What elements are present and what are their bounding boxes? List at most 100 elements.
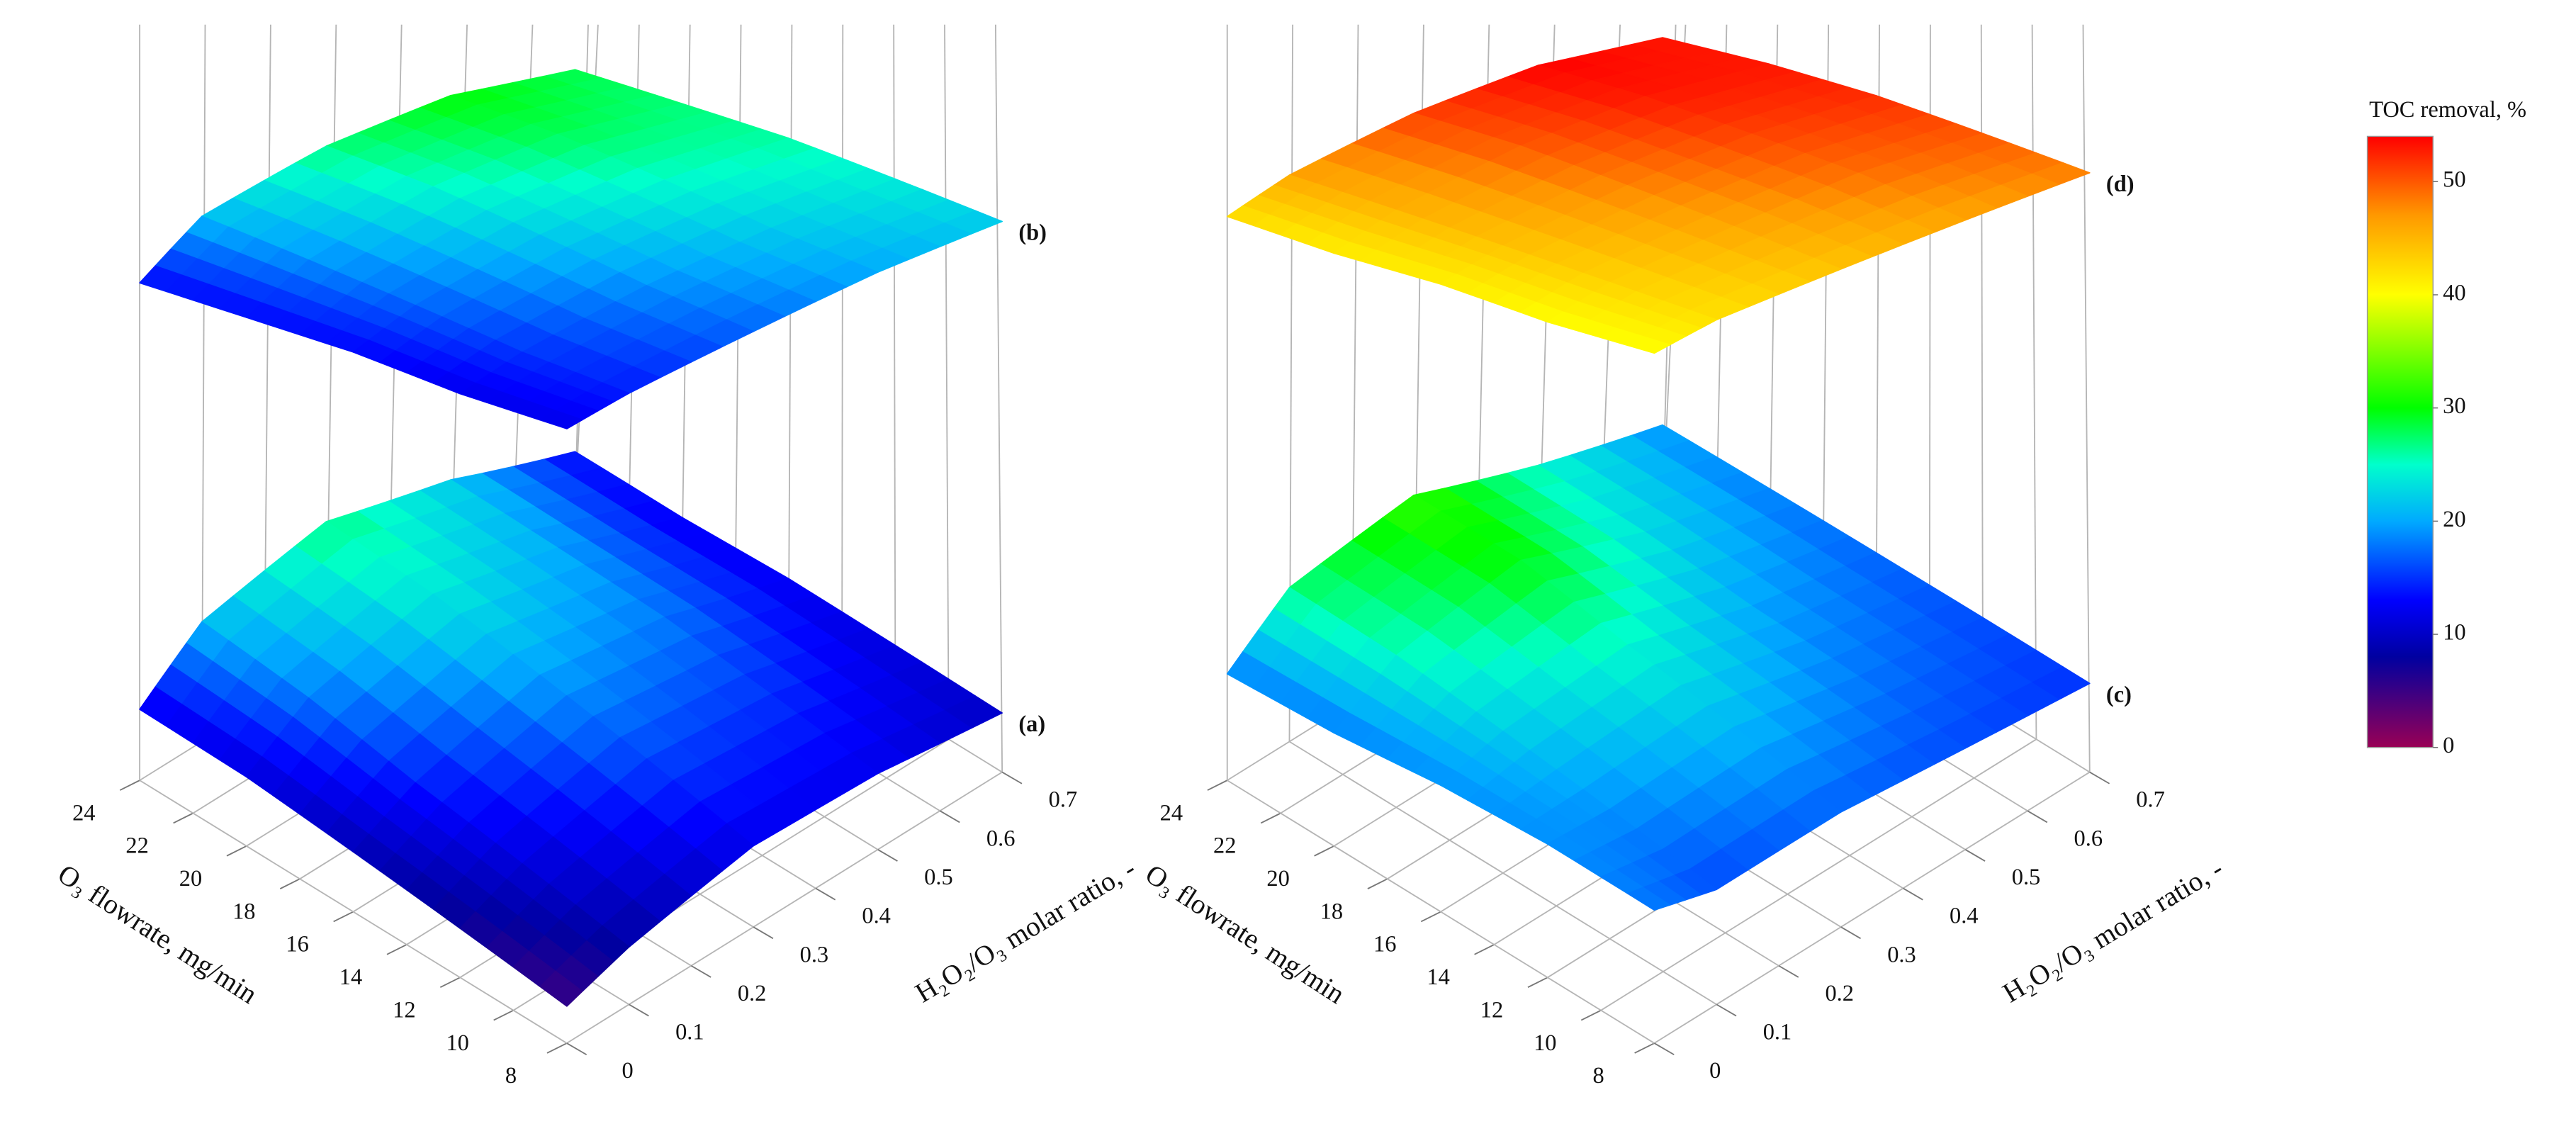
surface-label: (c) — [2106, 682, 2132, 707]
x-tick-label: 16 — [1373, 932, 1396, 957]
y-tick-label: 0.2 — [1825, 981, 1854, 1006]
tick-mark — [1420, 911, 1441, 923]
x-tick-label: 12 — [393, 997, 415, 1023]
wall-grid-line — [944, 24, 950, 740]
floor-grid-line — [1289, 741, 1717, 1006]
x-tick-label: 24 — [72, 800, 95, 826]
y-tick-label: 0.5 — [2012, 865, 2041, 890]
tick-mark — [333, 911, 354, 923]
y-tick-label: 0 — [621, 1058, 633, 1084]
tick-mark — [1001, 771, 1023, 784]
colorbar-tick-label: 30 — [2443, 393, 2465, 419]
tick-mark — [119, 780, 140, 791]
wall-grid-line — [893, 24, 896, 707]
y-tick-label: 0.1 — [1763, 1020, 1792, 1045]
colorbar-tick-label: 20 — [2443, 507, 2465, 532]
tick-mark — [493, 1009, 514, 1021]
x-tick-label: 10 — [446, 1030, 468, 1056]
x-tick-label: 22 — [1213, 833, 1236, 859]
y-tick-label: 0.2 — [738, 981, 767, 1006]
floor-grid-line — [1653, 771, 2091, 1044]
wall-grid-line — [787, 24, 793, 641]
floor-grid-line — [1227, 780, 1655, 1044]
tick-mark — [1778, 965, 1799, 978]
x-tick-label: 20 — [179, 866, 202, 892]
surface-patch — [1626, 336, 1671, 354]
tick-mark — [939, 810, 960, 823]
tick-mark — [1903, 887, 1923, 901]
x-tick-label: 10 — [1534, 1030, 1556, 1056]
surface — [139, 69, 1003, 429]
y-tick-label: 0.7 — [2136, 787, 2165, 813]
tick-mark — [1207, 780, 1228, 791]
tick-mark — [1314, 845, 1334, 857]
y-tick-label: 0.6 — [986, 826, 1016, 851]
x-axis-title: O₃ flowrate, mg/min — [1140, 858, 1351, 1010]
y-tick-label: 0.3 — [1887, 942, 1916, 967]
colorbar — [2366, 135, 2434, 748]
tick-mark — [877, 849, 898, 862]
x-tick-label: 18 — [232, 899, 255, 924]
wall-grid-line — [2082, 24, 2091, 772]
wall-grid-line — [994, 24, 1003, 772]
surface-label: (a) — [1018, 712, 1045, 737]
tick-mark — [2027, 810, 2048, 823]
tick-mark — [1716, 1003, 1737, 1017]
y-tick-label: 0.3 — [800, 942, 829, 967]
colorbar-tick-label: 40 — [2443, 280, 2465, 305]
tick-mark — [1580, 1009, 1602, 1021]
tick-mark — [1527, 977, 1548, 989]
surface — [1226, 37, 2091, 354]
x-tick-label: 16 — [286, 932, 308, 957]
colorbar-tick-label: 0 — [2443, 733, 2454, 758]
tick-mark — [226, 845, 247, 857]
floor-grid-line — [1600, 738, 2037, 1011]
surface-label: (d) — [2106, 171, 2135, 197]
tick-mark — [1634, 1042, 1655, 1054]
x-tick-label: 24 — [1160, 800, 1183, 826]
x-tick-label: 14 — [1427, 965, 1449, 990]
surface-label: (b) — [1018, 220, 1047, 245]
y-tick-label: 0.4 — [1950, 904, 1979, 929]
tick-mark — [690, 965, 712, 978]
tick-mark — [1964, 849, 1986, 862]
wall-grid-line — [841, 24, 844, 674]
x-tick-label: 8 — [1593, 1063, 1604, 1089]
x-axis-title: O₃ flowrate, mg/min — [52, 858, 263, 1010]
x-tick-label: 8 — [505, 1063, 517, 1089]
colorbar-tick-label: 10 — [2443, 620, 2465, 646]
x-tick-label: 18 — [1320, 899, 1343, 924]
y-tick-label: 0.7 — [1049, 787, 1078, 813]
tick-mark — [1653, 1042, 1675, 1056]
floor-grid-line — [139, 780, 568, 1044]
x-tick-label: 12 — [1480, 997, 1503, 1023]
y-tick-label: 0 — [1709, 1058, 1721, 1084]
x-tick-label: 14 — [339, 965, 362, 990]
x-tick-label: 20 — [1266, 866, 1289, 892]
tick-mark — [279, 878, 300, 889]
tick-mark — [546, 1042, 568, 1054]
surface-patch — [1626, 887, 1671, 911]
tick-mark — [753, 926, 774, 940]
tick-mark — [1260, 812, 1281, 824]
y-tick-label: 0.1 — [675, 1020, 704, 1045]
wall-grid-line — [2031, 24, 2037, 740]
y-tick-label: 0.6 — [2074, 826, 2103, 851]
tick-mark — [2089, 771, 2110, 784]
tick-mark — [566, 1042, 587, 1056]
colorbar-title: TOC removal, % — [2369, 97, 2526, 123]
tick-mark — [439, 977, 461, 989]
tick-mark — [629, 1003, 649, 1017]
surface — [1226, 424, 2091, 911]
surface-patch — [539, 410, 583, 429]
tick-mark — [1840, 926, 1862, 940]
floor-grid-line — [566, 771, 1003, 1044]
wall-grid-line — [1980, 24, 1984, 707]
tick-mark — [386, 944, 407, 955]
x-tick-label: 22 — [125, 833, 148, 859]
tick-mark — [815, 887, 836, 901]
tick-mark — [1367, 878, 1388, 889]
surface — [139, 451, 1003, 1007]
